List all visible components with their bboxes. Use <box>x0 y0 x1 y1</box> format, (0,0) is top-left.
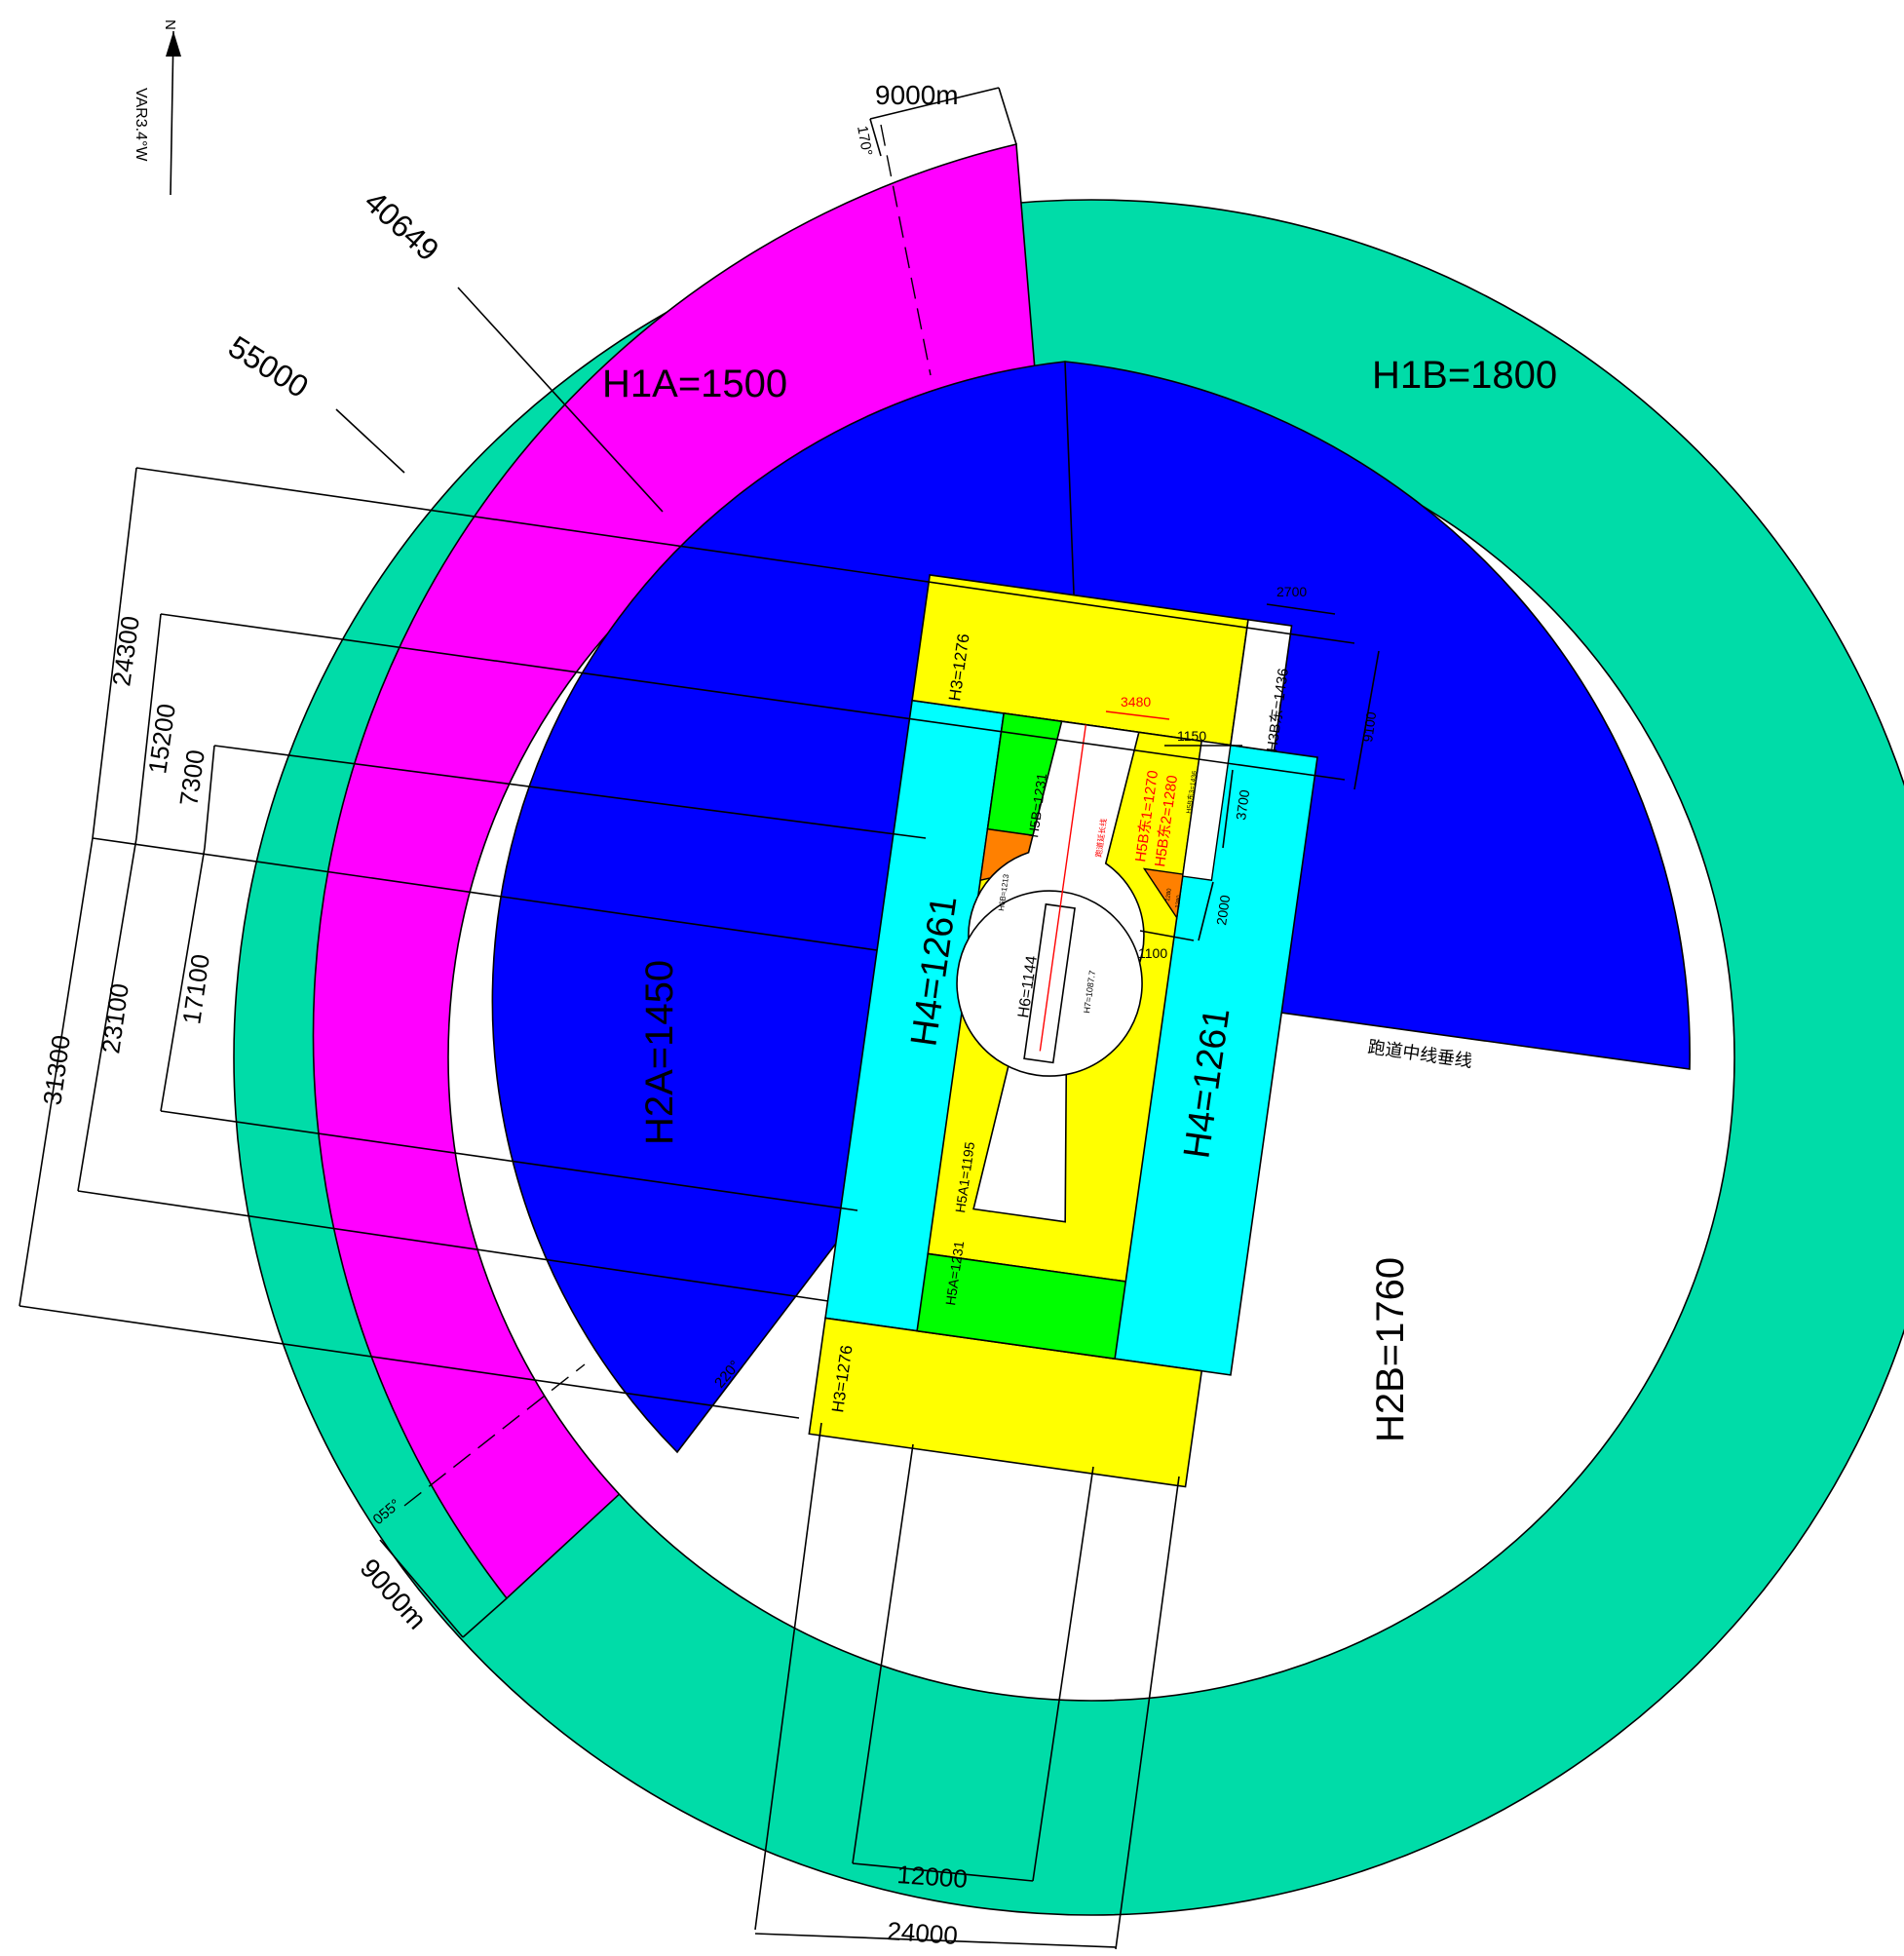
dim-24000: 24000 <box>887 1916 959 1950</box>
leader-40649 <box>457 287 664 513</box>
dim-15200: 15200 <box>142 702 181 776</box>
runway-centerline <box>1039 724 1087 1052</box>
label-h1b: H1B=1800 <box>1372 354 1557 397</box>
dim-r-inner: 40649 <box>358 183 445 267</box>
dim-arc-top: 9000m <box>875 80 959 110</box>
label-tiny-b: 1280 <box>1175 895 1183 909</box>
arc-dimension-bottom <box>379 1539 508 1638</box>
dim-r-outer: 55000 <box>222 328 315 404</box>
label-h1a: H1A=1500 <box>602 363 787 405</box>
dim-17100: 17100 <box>176 952 215 1026</box>
dim-23100: 23100 <box>95 981 134 1055</box>
arc-dimension-top <box>869 87 1017 157</box>
dim-2000: 2000 <box>1213 894 1233 926</box>
dim-12000: 12000 <box>896 1860 969 1894</box>
zone-h3b <box>1229 618 1293 752</box>
dim-7300: 7300 <box>173 748 210 807</box>
dim-9100: 9100 <box>1359 710 1379 743</box>
zone-orange-wedge-east <box>1142 867 1184 920</box>
dim-2700: 2700 <box>1276 584 1307 599</box>
bearing-055-line <box>403 1363 586 1507</box>
bearing-170: 170° <box>854 125 875 158</box>
dim-31300: 31300 <box>37 1033 76 1107</box>
dim-3480: 3480 <box>1121 694 1151 710</box>
variation-label: VAR3.4°W <box>133 88 149 162</box>
dim-3700: 3700 <box>1233 788 1252 821</box>
label-tiny-a: 1280 <box>1165 888 1173 902</box>
zone-h5b-east-strip <box>1181 740 1232 882</box>
approach-complex <box>808 574 1318 1488</box>
label-h2a: H2A=1450 <box>638 960 681 1145</box>
north-arrow <box>166 30 181 196</box>
dim-1150: 1150 <box>1177 728 1206 744</box>
left-dimensions <box>19 467 1355 1419</box>
dim-1100: 1100 <box>1138 945 1167 961</box>
north-label: N <box>162 19 178 30</box>
dim-24300: 24300 <box>106 614 145 688</box>
right-small-dimensions <box>1105 603 1380 941</box>
bottom-dimensions <box>754 1422 1180 1950</box>
label-h2b: H2B=1760 <box>1369 1257 1412 1442</box>
bearing-170-line <box>880 124 932 376</box>
leader-55000 <box>335 408 405 474</box>
zone-h5a <box>916 1252 1127 1361</box>
